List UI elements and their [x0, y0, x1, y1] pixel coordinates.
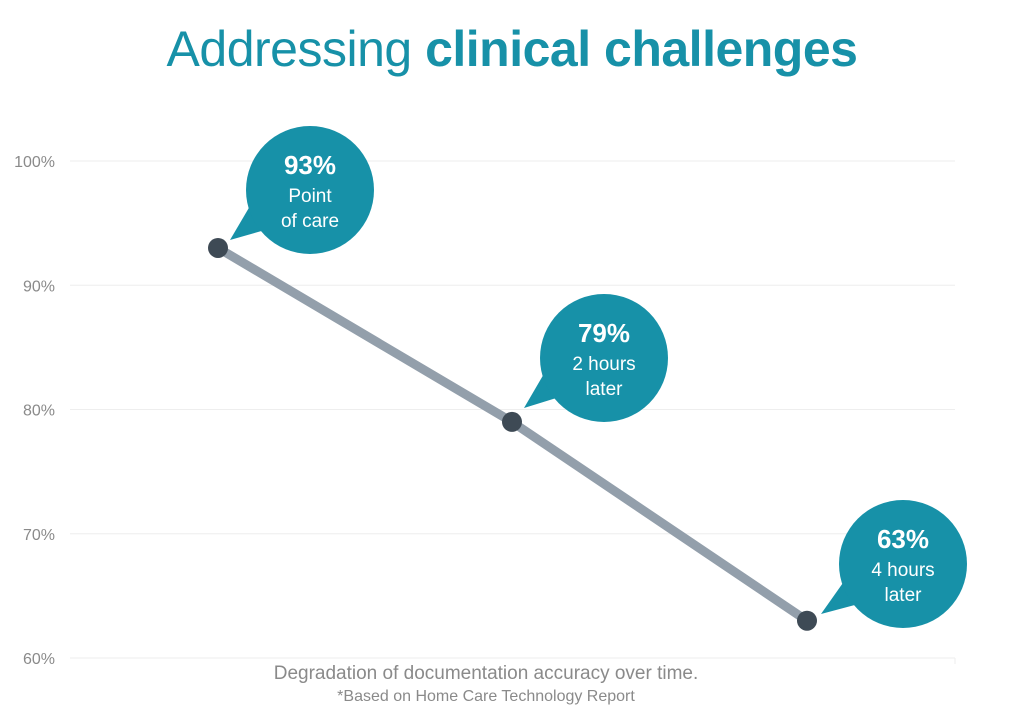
data-label: 79% — [578, 318, 630, 348]
data-point — [502, 411, 522, 432]
callout-bubble — [540, 294, 668, 422]
callout-pointer — [821, 580, 866, 614]
callout-bubble — [839, 500, 967, 628]
title-light: Addressing — [166, 21, 413, 77]
data-label: 93% — [284, 150, 336, 180]
callout-text: later — [586, 379, 624, 400]
chart-caption: Degradation of documentation accuracy ov… — [273, 663, 699, 684]
data-point — [797, 610, 817, 631]
callout-bubble — [246, 126, 374, 254]
callout-pointer — [230, 206, 272, 240]
callout-text: of care — [281, 211, 339, 232]
chart-title: Addressing clinical challenges — [0, 18, 1024, 80]
y-tick-label: 90% — [23, 278, 55, 295]
title-bold: clinical challenges — [425, 21, 858, 77]
y-tick-label: 60% — [23, 651, 55, 668]
series-line — [215, 244, 810, 625]
y-tick-label: 80% — [23, 403, 55, 420]
data-point — [208, 237, 228, 258]
y-tick-label: 70% — [23, 527, 55, 544]
callout-text: 4 hours — [871, 560, 934, 581]
callout-text: Point — [288, 186, 332, 207]
callout-text: later — [885, 585, 923, 606]
data-label: 63% — [877, 524, 929, 554]
source-note: *Based on Home Care Technology Report — [337, 688, 635, 705]
callout-text: 2 hours — [572, 354, 635, 375]
y-tick-label: 100% — [14, 154, 55, 171]
callout-pointer — [524, 372, 566, 408]
